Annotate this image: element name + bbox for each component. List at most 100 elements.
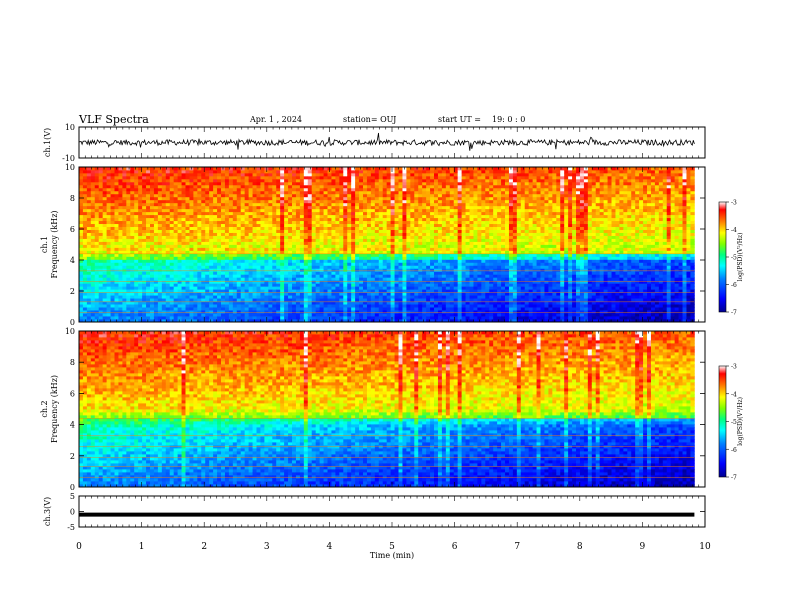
spectrogram-cell: [366, 250, 372, 254]
spectrogram-cell: [441, 247, 447, 251]
spectrogram-cell: [205, 205, 210, 210]
spectrogram-cell: [268, 181, 273, 186]
spectrogram-cell: [82, 181, 88, 186]
spectrogram-cell: [366, 199, 372, 204]
spectrogram-cell: [205, 208, 210, 213]
spectrogram-cell: [406, 265, 411, 269]
spectrogram-cell: [441, 301, 447, 305]
spectrogram-cell: [217, 313, 222, 317]
spectrogram-cell: [185, 253, 190, 257]
spectrogram-cell: [260, 247, 265, 251]
spectrogram-cell: [79, 187, 84, 192]
spectrogram-cell: [209, 250, 214, 254]
spectrogram-cell: [390, 208, 395, 213]
spectrogram-cell: [94, 232, 100, 236]
spectrogram-cell: [221, 190, 226, 195]
spectrogram-cell: [359, 205, 364, 210]
spectrogram-cell: [272, 310, 277, 314]
spectrogram-cell: [102, 319, 108, 323]
spectrogram-cell: [347, 256, 352, 260]
spectrogram-cell: [248, 220, 253, 225]
spectrogram-cell: [347, 181, 352, 186]
spectrogram-cell: [268, 217, 273, 222]
spectrogram-cell: [402, 313, 407, 317]
spectrogram-cell: [221, 313, 226, 317]
spectrogram-cell: [252, 214, 257, 219]
spectrogram-cell: [126, 298, 131, 302]
spectrogram-cell: [288, 241, 293, 245]
spectrogram-cell: [355, 169, 360, 174]
spectrogram-cell: [118, 167, 123, 171]
spectrogram-cell: [189, 313, 194, 317]
spectrogram-cell: [343, 229, 348, 233]
spectrogram-cell: [311, 286, 317, 290]
spectrogram-cell: [153, 199, 159, 204]
spectrogram-cell: [319, 202, 324, 207]
spectrogram-cell: [252, 262, 257, 266]
spectrogram-cell: [449, 187, 455, 192]
spectrogram-cell: [217, 307, 222, 311]
spectrogram-cell: [315, 313, 321, 317]
spectrogram-cell: [410, 238, 415, 242]
spectrogram-cell: [406, 167, 411, 171]
spectrogram-cell: [130, 169, 135, 174]
spectrogram-cell: [386, 196, 392, 201]
spectrogram-cell: [276, 214, 281, 219]
spectrogram-cell: [418, 220, 423, 225]
spectrogram-cell: [295, 187, 301, 192]
spectrogram-cell: [284, 292, 289, 296]
spectrogram-cell: [248, 238, 253, 242]
spectrogram-cell: [153, 220, 159, 225]
spectrogram-cell: [205, 181, 210, 186]
spectrogram-cell: [185, 193, 190, 198]
spectrogram-cell: [221, 277, 226, 281]
spectrogram-cell: [165, 319, 171, 323]
spectrogram-cell: [248, 241, 253, 245]
spectrogram-cell: [248, 187, 253, 192]
spectrogram-cell: [94, 319, 100, 323]
spectrogram-cell: [189, 253, 194, 257]
spectrogram-cell: [418, 205, 423, 210]
spectrogram-cell: [343, 307, 348, 311]
spectrogram-cell: [430, 313, 435, 317]
spectrogram-cell: [150, 181, 155, 186]
spectrogram-cell: [122, 310, 127, 314]
spectrogram-cell: [82, 190, 88, 195]
spectrogram-cell: [410, 307, 415, 311]
spectrogram-cell: [370, 238, 376, 242]
spectrogram-cell: [307, 232, 313, 236]
spectrogram-cell: [181, 196, 186, 201]
spectrogram-cell: [169, 295, 175, 299]
spectrogram-cell: [248, 202, 253, 207]
spectrogram-cell: [165, 244, 171, 248]
spectrogram-cell: [288, 292, 293, 296]
spectrogram-cell: [402, 247, 407, 251]
spectrogram-cell: [244, 274, 250, 278]
spectrogram-cell: [370, 277, 376, 281]
spectrogram-cell: [347, 208, 352, 213]
spectrogram-cell: [146, 316, 151, 320]
spectrogram-cell: [236, 292, 242, 296]
spectrogram-cell: [189, 247, 194, 251]
spectrogram-cell: [134, 235, 139, 239]
spectrogram-cell: [224, 295, 230, 299]
spectrogram-cell: [165, 223, 171, 228]
spectrogram-cell: [414, 223, 419, 228]
spectrogram-cell: [370, 295, 376, 299]
spectrogram-cell: [303, 172, 309, 177]
spectrogram-cell: [256, 178, 261, 183]
spectrogram-cell: [248, 286, 253, 290]
spectrogram-cell: [402, 214, 407, 219]
spectrogram-cell: [260, 238, 265, 242]
spectrogram-cell: [418, 232, 423, 236]
spectrogram-cell: [299, 226, 305, 230]
spectrogram-cell: [240, 274, 246, 278]
spectrogram-cell: [122, 286, 127, 290]
spectrogram-cell: [193, 301, 198, 305]
spectrogram-cell: [311, 274, 317, 278]
spectrogram-cell: [299, 283, 305, 287]
spectrogram-cell: [434, 250, 439, 254]
spectrogram-cell: [130, 238, 135, 242]
spectrogram-cell: [272, 217, 277, 222]
spectrogram-cell: [351, 229, 356, 233]
